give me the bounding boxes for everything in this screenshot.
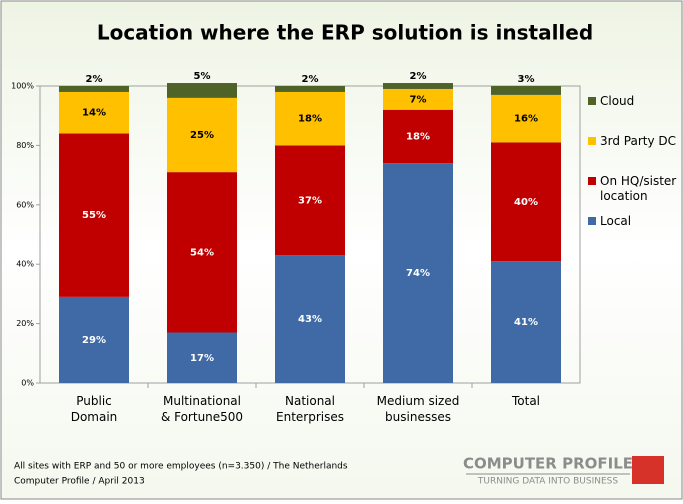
value-label: 54% [190, 247, 214, 258]
bar-segment [167, 97, 237, 173]
value-label: 55% [82, 210, 106, 221]
bar-segment [59, 296, 129, 383]
value-label: 5% [194, 71, 211, 82]
bar-segment [275, 255, 345, 383]
legend-label: 3rd Party DC [600, 134, 676, 148]
value-label: 17% [190, 353, 214, 364]
x-tick-label: Total [511, 394, 540, 408]
y-tick-label: 40% [16, 260, 34, 269]
bar-segment [167, 332, 237, 383]
value-label: 41% [514, 317, 538, 328]
value-label: 18% [406, 131, 430, 142]
legend-swatch [588, 217, 596, 225]
y-tick-label: 80% [16, 141, 34, 150]
value-label: 2% [302, 74, 319, 85]
bar-segment [491, 86, 561, 95]
y-tick-label: 100% [11, 82, 34, 91]
value-label: 3% [518, 74, 535, 85]
bar-segment [275, 145, 345, 256]
value-label: 74% [406, 268, 430, 279]
legend-label: On HQ/sister location [600, 174, 676, 203]
bar-segment [59, 91, 129, 134]
bar-segment [491, 94, 561, 143]
bar-segment [491, 142, 561, 262]
bar-segment [59, 133, 129, 297]
footnote: All sites with ERP and 50 or more employ… [14, 462, 348, 472]
logo-tagline: TURNING DATA INTO BUSINESS [477, 477, 618, 487]
bar-segment [167, 83, 237, 98]
x-tick-label: Public Domain [71, 394, 118, 424]
y-tick-label: 60% [16, 200, 34, 209]
bar-segment [383, 163, 453, 383]
value-label: 2% [86, 74, 103, 85]
value-label: 16% [514, 114, 538, 125]
x-tick-label: National Enterprises [276, 394, 344, 424]
bar-segment [275, 91, 345, 146]
value-label: 7% [410, 94, 427, 105]
logo-name: COMPUTER PROFILE [463, 455, 633, 473]
legend-swatch [588, 177, 596, 185]
bar-segment [383, 109, 453, 164]
value-label: 43% [298, 314, 322, 325]
bar-segment [275, 86, 345, 92]
bar-segment [383, 83, 453, 89]
value-label: 37% [298, 195, 322, 206]
x-tick-label: Medium sized businesses [377, 394, 460, 424]
value-label: 40% [514, 197, 538, 208]
chart-title: Location where the ERP solution is insta… [97, 21, 593, 45]
legend-swatch [588, 97, 596, 105]
y-tick-label: 20% [16, 319, 34, 328]
footnote: Computer Profile / April 2013 [14, 477, 145, 487]
x-tick-label: Multinational & Fortune500 [161, 394, 243, 424]
bar-segment [59, 86, 129, 92]
legend-label: Local [600, 214, 631, 228]
value-label: 18% [298, 114, 322, 125]
bar-segment [167, 172, 237, 333]
value-label: 14% [82, 108, 106, 119]
y-tick-label: 0% [21, 379, 34, 388]
legend-swatch [588, 137, 596, 145]
value-label: 29% [82, 335, 106, 346]
value-label: 25% [190, 130, 214, 141]
value-label: 2% [410, 71, 427, 82]
bar-segment [383, 88, 453, 110]
logo-square [632, 456, 664, 484]
legend-label: Cloud [600, 94, 634, 108]
bar-segment [491, 261, 561, 383]
